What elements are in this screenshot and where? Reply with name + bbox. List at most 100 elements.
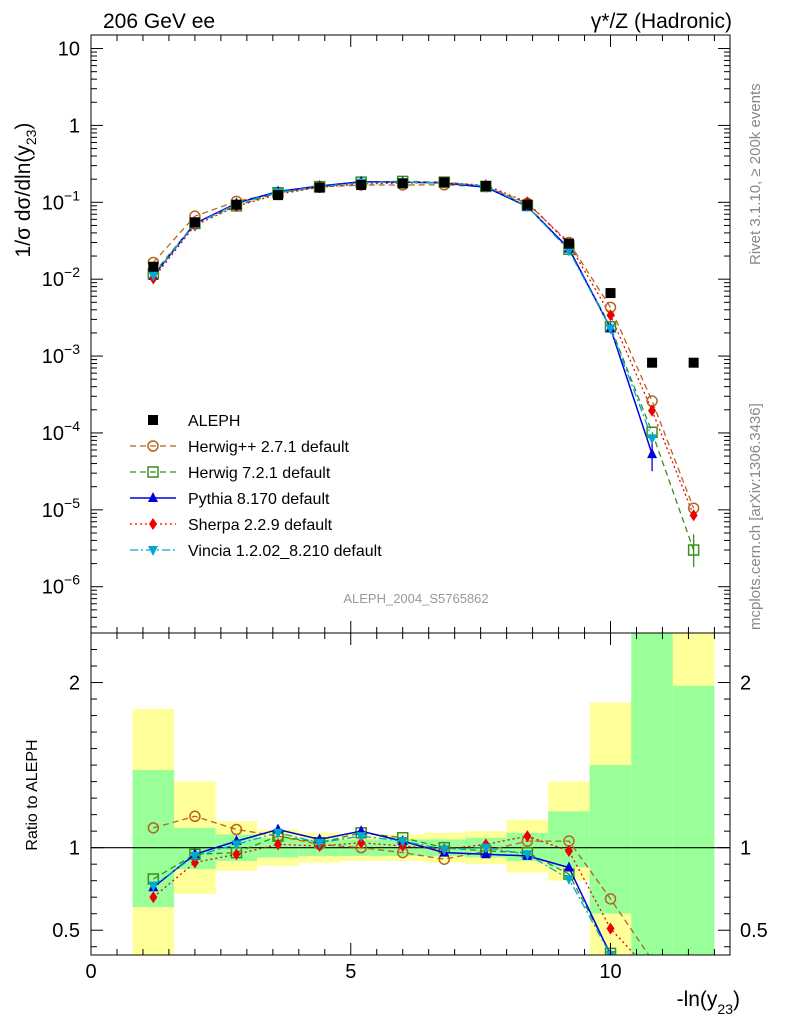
- legend-marker-herwigpp: [147, 440, 159, 452]
- energy-label: 206 GeV ee: [103, 10, 215, 33]
- tick-base: 10: [42, 192, 64, 214]
- uncertainty-band-inner: [589, 765, 632, 914]
- main-y-tick-label: 10−5: [42, 495, 80, 522]
- analysis-id-label: ALEPH_2004_S5765862: [343, 591, 488, 606]
- ratio-point-vincia: [397, 837, 408, 848]
- ratio-y-axis-label: Ratio to ALEPH: [24, 739, 41, 850]
- tick-base: 10: [42, 500, 64, 522]
- ratio-point-sherpa: [232, 848, 241, 861]
- series-line-sherpa: [152, 182, 695, 516]
- x-tick-label: 10: [599, 961, 621, 983]
- point-vincia: [148, 271, 159, 282]
- x-tick-label: 0: [85, 961, 96, 983]
- point-sherpa: [648, 404, 657, 417]
- point-sherpa: [689, 509, 698, 522]
- ratio-line-herwigpp: [153, 815, 650, 955]
- tick-base: 10: [42, 423, 64, 445]
- point-aleph: [397, 178, 408, 189]
- legend-label-herwigpp: Herwig++ 2.7.1 default: [188, 439, 350, 456]
- ratio-series: [147, 810, 656, 979]
- main-y-tick-label: 1: [69, 115, 80, 137]
- ratio-point-vincia: [148, 881, 159, 892]
- ratio-point-sherpa: [149, 891, 158, 904]
- ratio-point-vincia: [189, 851, 200, 862]
- mcplots-label: mcplots.cern.ch [arXiv:1306.3436]: [747, 403, 764, 630]
- ratio-point-vincia: [231, 840, 242, 851]
- main-y-label-sub: 23: [23, 129, 39, 145]
- point-aleph: [314, 182, 325, 193]
- x-label-close: ): [733, 988, 740, 1011]
- ratio-panel: 0.5 0.5 1 1 2 2 0 5 10: [52, 632, 768, 983]
- tick-exponent: −1: [64, 187, 80, 203]
- point-aleph: [148, 261, 159, 272]
- point-sherpa: [606, 309, 615, 322]
- rivet-label: Rivet 3.1.10, ≥ 200k events: [747, 83, 764, 265]
- point-pythia: [647, 448, 658, 459]
- ratio-point-vincia: [563, 875, 574, 886]
- legend-marker-aleph: [148, 415, 158, 425]
- main-y-tick-label: 10−4: [42, 418, 80, 445]
- ratio-point-sherpa: [648, 967, 656, 979]
- legend-marker-vincia: [148, 546, 158, 556]
- point-aleph: [439, 177, 450, 188]
- main-y-tick-label: 10−2: [42, 264, 80, 291]
- point-aleph: [231, 199, 242, 210]
- ratio-point-herwigpp: [147, 822, 160, 834]
- x-axis-label: -ln(y23): [677, 988, 740, 1017]
- main-y-tick-label: 10−3: [42, 341, 80, 368]
- tick-base: 10: [42, 346, 64, 368]
- main-y-tick-label: 10−1: [42, 187, 80, 214]
- ratio-y-tick-label-right: 1: [740, 838, 751, 860]
- main-y-label-main: 1/σ dσ/dln(y: [12, 145, 35, 258]
- ratio-point-vincia: [356, 832, 367, 843]
- tick-exponent: −6: [64, 572, 80, 588]
- point-aleph: [522, 199, 533, 210]
- ratio-y-tick-label: 1: [69, 838, 80, 860]
- tick-base: 10: [42, 577, 64, 599]
- tick-exponent: −4: [64, 418, 80, 434]
- point-aleph: [605, 288, 616, 299]
- legend-label-vincia: Vincia 1.2.02_8.210 default: [188, 543, 382, 560]
- main-y-label-close: ): [12, 123, 35, 130]
- ratio-point-sherpa: [564, 844, 573, 857]
- ratio-point-herwigpp: [230, 823, 243, 836]
- ratio-point-pythia: [563, 861, 574, 872]
- legend: ALEPH Herwig++ 2.7.1 default Herwig 7.2.1 …: [130, 413, 382, 560]
- legend-marker-pythia: [148, 492, 158, 502]
- point-vincia: [563, 246, 574, 257]
- tick-exponent: −2: [64, 264, 80, 280]
- tick-base: 10: [42, 269, 64, 291]
- point-aleph: [563, 238, 574, 249]
- process-label: γ*/Z (Hadronic): [591, 10, 732, 33]
- ratio-line-sherpa: [152, 835, 637, 955]
- tick-text: 10: [58, 39, 80, 61]
- point-aleph: [647, 357, 658, 368]
- uncertainty-band-inner: [631, 633, 673, 955]
- series-line-vincia: [152, 181, 653, 439]
- ratio-point-vincia: [522, 850, 533, 861]
- x-label-main: -ln(y: [677, 988, 718, 1011]
- point-vincia: [605, 324, 616, 335]
- legend-label-sherpa: Sherpa 2.2.9 default: [188, 517, 333, 534]
- ratio-y-tick-label: 2: [69, 673, 80, 695]
- ratio-y-tick-label-right: 0.5: [740, 920, 768, 942]
- ratio-y-tick-label-right: 2: [740, 673, 751, 695]
- main-y-tick-label: 10−6: [42, 572, 80, 599]
- ratio-point-sherpa: [274, 838, 283, 851]
- uncertainty-band-inner: [548, 811, 590, 868]
- ratio-frame: [90, 632, 731, 956]
- point-aleph: [273, 190, 284, 201]
- uncertainty-band-inner: [672, 685, 715, 955]
- legend-label-aleph: ALEPH: [188, 413, 240, 430]
- ratio-point-herwigpp: [189, 810, 201, 823]
- ratio-point-sherpa: [523, 830, 532, 843]
- ratio-point-herwigpp: [604, 893, 617, 905]
- ratio-point-sherpa: [357, 836, 366, 849]
- ratio-point-vincia: [439, 845, 450, 856]
- point-aleph: [480, 180, 491, 191]
- legend-marker-sherpa: [149, 518, 157, 530]
- legend-label-pythia: Pythia 8.170 default: [188, 491, 330, 508]
- ratio-point-vincia: [314, 838, 325, 849]
- x-label-sub: 23: [717, 1001, 733, 1017]
